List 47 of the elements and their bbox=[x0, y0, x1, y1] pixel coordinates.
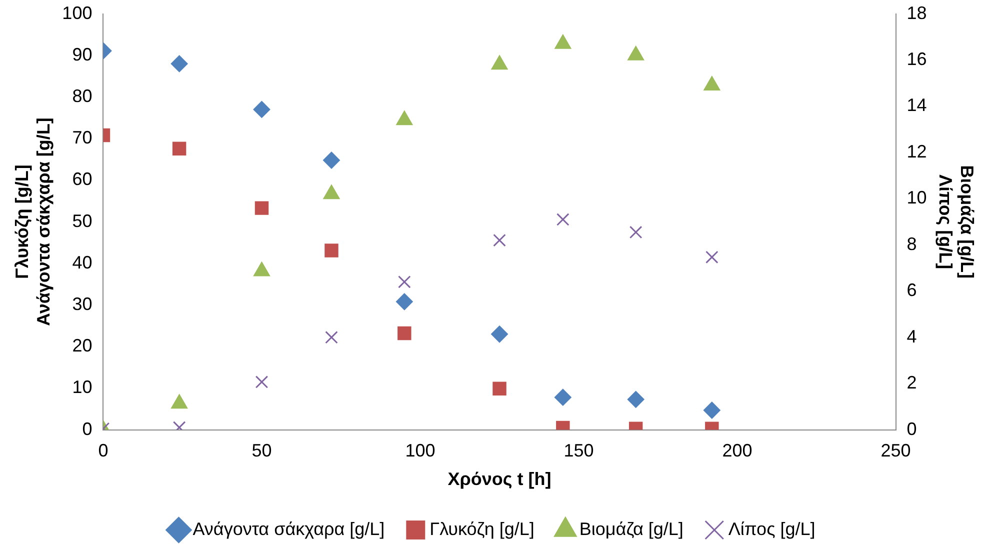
point bbox=[254, 201, 269, 215]
point bbox=[627, 390, 644, 408]
legend-label: Λίπος [g/L] bbox=[728, 518, 816, 539]
legend-label: Βιομάζα [g/L] bbox=[579, 518, 684, 539]
y2-tick-label: 2 bbox=[906, 372, 917, 393]
x-tick-label: 50 bbox=[252, 440, 272, 461]
point bbox=[253, 100, 270, 118]
point bbox=[398, 326, 412, 340]
point bbox=[170, 55, 188, 72]
x-axis-title: Χρόνος t [h] bbox=[448, 469, 552, 490]
point bbox=[322, 152, 340, 169]
y2-axis-title: Βιομάζα [g/L] Λίπος [g/L] bbox=[936, 165, 978, 279]
point bbox=[492, 382, 506, 396]
x-tick-label: 150 bbox=[564, 440, 594, 461]
y-tick-label: 60 bbox=[72, 169, 92, 190]
legend-label: Γλυκόζη [g/L] bbox=[430, 518, 534, 539]
y-tick-label: 100 bbox=[62, 2, 92, 23]
y-tick-label: 20 bbox=[72, 336, 92, 356]
point bbox=[324, 244, 338, 258]
y2-tick-label: 14 bbox=[906, 95, 927, 116]
y-tick-label: 50 bbox=[72, 210, 92, 231]
x-tick-label: 100 bbox=[405, 440, 436, 461]
point bbox=[703, 402, 720, 419]
y2-tick-label: 16 bbox=[906, 48, 927, 69]
y-tick-label: 10 bbox=[72, 377, 92, 398]
y-tick-label: 40 bbox=[72, 252, 92, 272]
point bbox=[554, 388, 572, 406]
y-tick-label: 90 bbox=[72, 44, 92, 64]
y-tick-label: 0 bbox=[82, 418, 92, 439]
point bbox=[396, 293, 413, 310]
x-tick-label: 200 bbox=[722, 440, 752, 461]
y-tick-label: 80 bbox=[72, 86, 92, 106]
x-tick-label: 0 bbox=[98, 440, 108, 461]
legend-label: Ανάγοντα σάκχαρα [g/L] bbox=[192, 518, 385, 539]
point bbox=[491, 326, 508, 343]
y2-tick-label: 18 bbox=[906, 2, 927, 23]
y2-tick-label: 6 bbox=[906, 280, 917, 300]
y2-tick-label: 0 bbox=[906, 418, 917, 439]
y-axis-title: Γλυκόζη [g/L] Ανάγοντα σάκχαρα [g/L] bbox=[12, 118, 54, 326]
y2-tick-label: 4 bbox=[906, 326, 917, 346]
y-tick-label: 70 bbox=[72, 128, 92, 148]
point bbox=[172, 142, 186, 156]
y2-tick-label: 8 bbox=[906, 234, 917, 254]
y2-tick-label: 10 bbox=[906, 188, 927, 208]
y2-tick-label: 12 bbox=[906, 141, 927, 162]
y-tick-label: 30 bbox=[72, 294, 92, 314]
x-tick-label: 250 bbox=[880, 440, 911, 461]
